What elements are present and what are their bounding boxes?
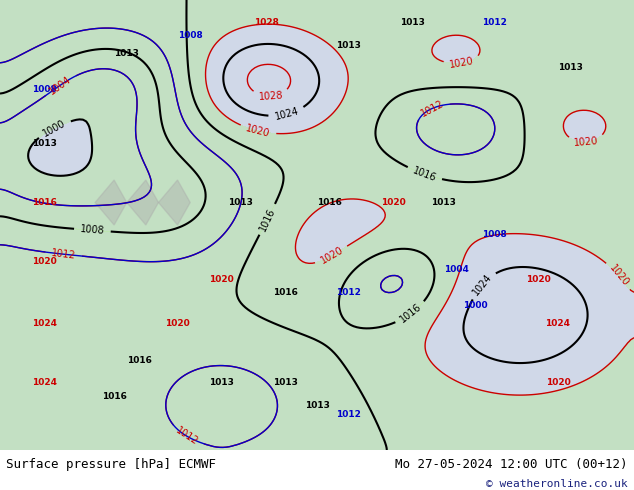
Text: 1013: 1013 xyxy=(273,378,298,387)
Text: 1012: 1012 xyxy=(336,410,361,418)
Text: 1008: 1008 xyxy=(482,229,507,239)
Text: 1020: 1020 xyxy=(526,274,552,284)
Text: 1013: 1013 xyxy=(209,378,235,387)
Text: 1020: 1020 xyxy=(32,256,57,266)
Text: 1008: 1008 xyxy=(32,85,57,95)
Text: 1020: 1020 xyxy=(209,274,235,284)
Text: 1013: 1013 xyxy=(114,49,139,58)
Text: © weatheronline.co.uk: © weatheronline.co.uk xyxy=(486,479,628,489)
Text: 1020: 1020 xyxy=(545,378,571,387)
Polygon shape xyxy=(158,180,190,225)
Text: 1012: 1012 xyxy=(174,425,200,447)
Polygon shape xyxy=(127,180,158,225)
Text: 1016: 1016 xyxy=(317,198,342,207)
Text: 1020: 1020 xyxy=(380,198,406,207)
Text: 1024: 1024 xyxy=(273,106,300,122)
Text: 1000: 1000 xyxy=(463,301,488,311)
Text: 1016: 1016 xyxy=(127,356,152,365)
Text: 1016: 1016 xyxy=(32,198,57,207)
Text: 1013: 1013 xyxy=(399,18,425,27)
Text: 1020: 1020 xyxy=(318,245,345,266)
Text: 1028: 1028 xyxy=(258,90,283,102)
Text: 1024: 1024 xyxy=(32,319,57,328)
Text: 1020: 1020 xyxy=(165,319,190,328)
Text: 1013: 1013 xyxy=(32,140,57,148)
Text: 1012: 1012 xyxy=(418,98,445,119)
Text: 1020: 1020 xyxy=(574,136,599,148)
Text: 1016: 1016 xyxy=(257,206,277,233)
Text: 1024: 1024 xyxy=(471,272,494,297)
Text: 1008: 1008 xyxy=(178,31,203,41)
Text: 1020: 1020 xyxy=(449,56,475,70)
Text: 1024: 1024 xyxy=(545,319,571,328)
Text: 1020: 1020 xyxy=(245,123,271,139)
Text: 1012: 1012 xyxy=(51,248,77,261)
Text: 1013: 1013 xyxy=(431,198,456,207)
Text: 1028: 1028 xyxy=(254,18,279,27)
Text: 1012: 1012 xyxy=(482,18,507,27)
Text: 1004: 1004 xyxy=(48,74,74,96)
Text: 1008: 1008 xyxy=(80,224,105,236)
Text: 1012: 1012 xyxy=(336,288,361,297)
Text: 1016: 1016 xyxy=(411,165,437,183)
Text: Mo 27-05-2024 12:00 UTC (00+12): Mo 27-05-2024 12:00 UTC (00+12) xyxy=(395,458,628,470)
Text: 1016: 1016 xyxy=(101,392,127,400)
Text: 1016: 1016 xyxy=(273,288,298,297)
Text: 1013: 1013 xyxy=(336,41,361,49)
Text: 1024: 1024 xyxy=(32,378,57,387)
Text: 1020: 1020 xyxy=(607,263,630,289)
Text: 1004: 1004 xyxy=(444,266,469,274)
Text: 1016: 1016 xyxy=(398,302,424,325)
Text: Surface pressure [hPa] ECMWF: Surface pressure [hPa] ECMWF xyxy=(6,458,216,470)
Text: 1013: 1013 xyxy=(228,198,254,207)
Text: 1013: 1013 xyxy=(558,63,583,72)
Text: 1000: 1000 xyxy=(41,118,67,139)
Polygon shape xyxy=(95,180,127,225)
Text: 1013: 1013 xyxy=(304,400,330,410)
